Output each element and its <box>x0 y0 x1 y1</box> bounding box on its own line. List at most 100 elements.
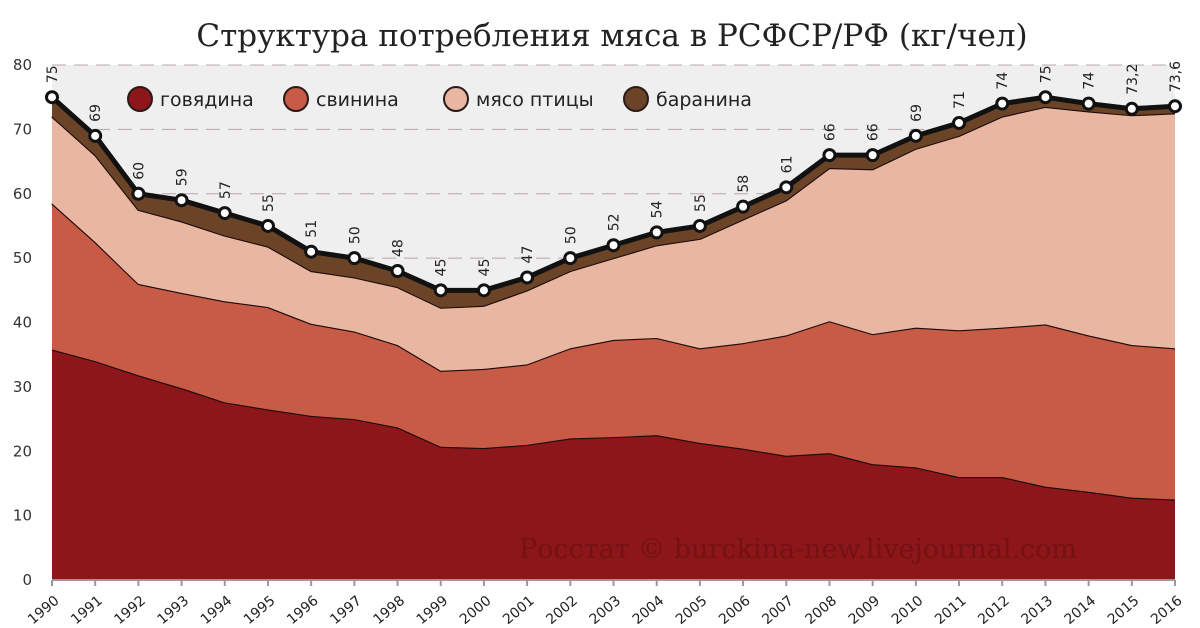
x-tick-label: 2010 <box>889 593 927 628</box>
legend-label-1: свинина <box>316 89 399 111</box>
total-data-label: 66 <box>866 123 882 141</box>
y-tick-label: 50 <box>13 249 32 267</box>
y-axis: 0 10 20 30 40 50 60 70 80 <box>13 56 32 589</box>
y-tick-label: 60 <box>13 185 32 203</box>
total-data-label: 50 <box>563 226 579 244</box>
x-tick-label: 1993 <box>155 593 193 628</box>
x-tick-label: 1999 <box>414 593 452 628</box>
area-1 <box>52 203 1175 500</box>
x-tick-label: 2011 <box>932 593 970 628</box>
area-0 <box>52 349 1175 580</box>
x-tick-label: 2007 <box>759 593 797 628</box>
x-tick-label: 2012 <box>975 593 1013 628</box>
total-data-label: 66 <box>822 123 838 141</box>
total-data-label: 47 <box>520 246 536 264</box>
x-tick-label: 1997 <box>327 593 365 628</box>
legend: говядина свинина мясо птицы баранина <box>127 86 752 112</box>
legend-label-2: мясо птицы <box>476 89 594 111</box>
legend-label-0: говядина <box>160 89 254 111</box>
x-tick-label: 2002 <box>543 593 581 628</box>
total-data-label: 74 <box>995 72 1011 90</box>
legend-swatch-0 <box>127 86 153 112</box>
x-tick-label: 2013 <box>1018 593 1056 628</box>
total-marker <box>692 218 707 233</box>
total-data-label: 50 <box>347 226 363 244</box>
total-data-label: 69 <box>88 104 104 122</box>
x-tick-label: 1998 <box>371 593 409 628</box>
total-data-label: 54 <box>650 200 666 218</box>
total-marker <box>865 148 880 163</box>
y-tick-label: 70 <box>13 120 32 138</box>
watermark: Росстат © burckina-new.livejournal.com <box>519 534 1077 565</box>
x-tick-label: 2009 <box>846 593 884 628</box>
total-marker <box>88 128 103 143</box>
x-tick-label: 1995 <box>241 593 279 628</box>
y-tick-label: 10 <box>13 507 32 525</box>
x-tick-label: 2006 <box>716 593 754 628</box>
total-marker <box>779 180 794 195</box>
x-tick-label: 1994 <box>198 593 236 628</box>
y-tick-label: 30 <box>13 378 32 396</box>
total-data-label: 45 <box>434 258 450 276</box>
total-marker <box>45 90 59 105</box>
total-marker <box>476 283 491 298</box>
total-data-label: 73,2 <box>1125 64 1141 95</box>
total-marker <box>433 283 448 298</box>
total-data-label: 61 <box>779 155 795 173</box>
total-marker <box>1168 99 1182 114</box>
total-marker <box>390 264 405 278</box>
total-marker <box>304 244 319 259</box>
total-line: 75 69 60 59 57 55 51 50 48 45 45 47 50 52 54 55 58 61 66 66… <box>45 61 1184 298</box>
total-data-label: 57 <box>218 181 234 199</box>
total-marker <box>822 148 837 163</box>
x-tick-label: 2000 <box>457 593 495 628</box>
total-marker <box>995 96 1010 111</box>
y-tick-label: 20 <box>13 442 32 460</box>
total-data-label: 55 <box>693 194 709 212</box>
total-data-label: 59 <box>175 168 191 186</box>
total-data-label: 69 <box>909 104 925 122</box>
area-2 <box>52 106 1175 371</box>
x-tick-label: 2001 <box>500 593 538 628</box>
total-marker <box>649 225 664 240</box>
total-marker <box>260 218 275 233</box>
legend-swatch-1 <box>283 86 309 112</box>
total-data-label: 71 <box>952 91 968 109</box>
total-marker <box>908 128 923 143</box>
total-data-label: 55 <box>261 194 277 212</box>
total-data-label: 58 <box>736 175 752 193</box>
total-marker <box>520 270 535 285</box>
x-tick-label: 2004 <box>630 593 668 628</box>
chart-title: Структура потребления мяса в РСФСР/РФ (к… <box>196 18 1027 54</box>
x-tick-label: 2008 <box>802 593 840 628</box>
y-tick-label: 0 <box>22 571 32 589</box>
x-axis: 1990 1991 1992 1993 1994 1995 1996 1997 1998 1999… <box>25 579 1186 628</box>
x-tick-label: 2014 <box>1062 593 1100 628</box>
total-marker <box>1081 96 1096 111</box>
total-data-label: 74 <box>1082 72 1098 90</box>
total-data-label: 48 <box>391 239 407 257</box>
x-tick-label: 1991 <box>68 593 106 628</box>
total-marker <box>1124 101 1139 116</box>
total-marker <box>347 251 362 266</box>
total-marker <box>131 186 146 201</box>
total-marker <box>174 193 189 208</box>
total-data-label: 51 <box>304 220 320 238</box>
total-marker <box>606 238 621 253</box>
areas <box>51 97 1176 580</box>
total-marker <box>952 115 967 130</box>
x-tick-label: 2016 <box>1148 593 1186 628</box>
x-tick-label: 1990 <box>25 593 63 628</box>
x-tick-label: 1992 <box>111 593 149 628</box>
total-marker <box>563 251 578 266</box>
total-data-label: 60 <box>131 162 147 180</box>
total-marker <box>1038 90 1053 105</box>
total-marker <box>217 206 232 221</box>
total-data-label: 75 <box>1038 65 1054 83</box>
x-tick-label: 2005 <box>673 593 711 628</box>
total-data-label: 75 <box>45 65 61 83</box>
x-tick-label: 2015 <box>1105 593 1143 628</box>
x-tick-label: 1996 <box>284 593 322 628</box>
legend-label-3: баранина <box>656 89 752 111</box>
